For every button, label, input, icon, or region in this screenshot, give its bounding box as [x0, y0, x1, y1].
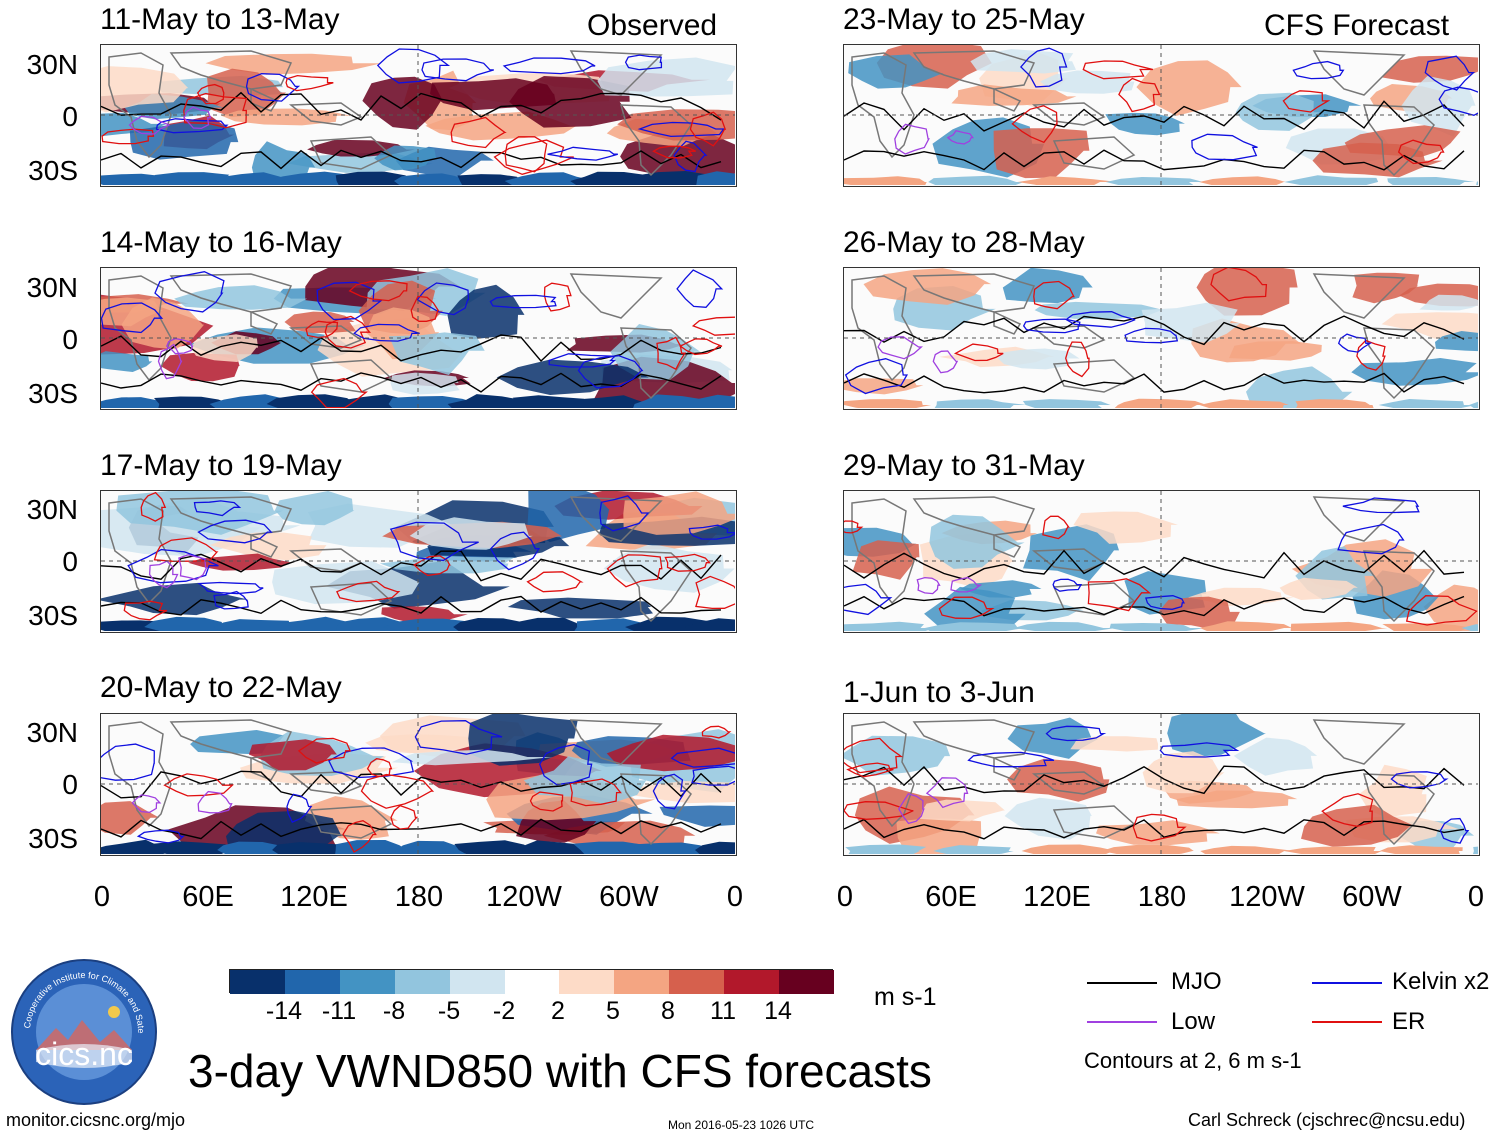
- footer-author: Carl Schreck (cjschrec@ncsu.edu): [1188, 1110, 1466, 1130]
- lat-label: 30N: [26, 717, 78, 748]
- contour-note: Contours at 2, 6 m s-1: [1084, 1048, 1302, 1073]
- lat-label: 30N: [26, 272, 78, 303]
- colorbar-cell: [614, 970, 671, 994]
- legend-swatch-kelvin: [1312, 982, 1382, 984]
- lon-label: 120E: [280, 881, 348, 913]
- lat-label: 30S: [28, 823, 78, 854]
- lon-label: 120E: [1023, 881, 1091, 913]
- legend-label-er: ER: [1392, 1008, 1426, 1035]
- colorbar-tick-label: -8: [382, 997, 406, 1025]
- lon-label: 0: [93, 881, 111, 913]
- map-panel-observed-3: [100, 490, 737, 633]
- panel-title: 26-May to 28-May: [843, 226, 1085, 259]
- lon-label: 0: [836, 881, 854, 913]
- panel-title: 23-May to 25-May: [843, 3, 1085, 36]
- lon-label: 120W: [1229, 881, 1305, 913]
- colorbar-cell: [559, 970, 616, 994]
- lat-label: 30S: [28, 378, 78, 409]
- lat-label: 30S: [28, 155, 78, 186]
- colorbar-cell: [230, 970, 286, 994]
- cfs-forecast-label: CFS Forecast: [1264, 9, 1450, 42]
- colorbar-cell: [339, 970, 396, 994]
- lat-label: 0: [62, 546, 78, 577]
- legend-swatch-mjo: [1087, 982, 1157, 984]
- colorbar-cell: [394, 970, 451, 994]
- colorbar-units: m s-1: [874, 983, 937, 1011]
- map-panel-forecast-1: [843, 44, 1480, 187]
- main-title: 3-day VWND850 with CFS forecasts: [188, 1045, 932, 1097]
- colorbar-cell: [504, 970, 561, 994]
- colorbar-tick-label: 14: [764, 997, 792, 1025]
- colorbar-tick-label: 2: [551, 997, 565, 1025]
- map-panel-observed-1: [100, 44, 737, 187]
- colorbar-tick-label: 11: [710, 997, 736, 1025]
- colorbar-cell: [724, 970, 781, 994]
- lon-label: 180: [394, 881, 444, 913]
- lat-label: 30S: [28, 600, 78, 631]
- lat-label: 0: [62, 324, 78, 355]
- colorbar-cell: [449, 970, 506, 994]
- lon-label: 60W: [1342, 881, 1402, 913]
- observed-label: Observed: [587, 9, 718, 42]
- colorbar-tick-label: -5: [437, 997, 461, 1025]
- lat-label: 0: [62, 101, 78, 132]
- map-panel-forecast-3: [843, 490, 1480, 633]
- colorbar: [229, 969, 834, 994]
- lon-label: 0: [1467, 881, 1485, 913]
- colorbar-tick-label: 5: [606, 997, 620, 1025]
- panel-title: 20-May to 22-May: [100, 671, 342, 704]
- map-panel-forecast-2: [843, 267, 1480, 410]
- footer-timestamp: Mon 2016-05-23 1026 UTC: [668, 1118, 815, 1132]
- lon-label: 60W: [599, 881, 659, 913]
- legend-label-low: Low: [1171, 1008, 1216, 1035]
- lon-label: 180: [1137, 881, 1187, 913]
- lat-label: 30N: [26, 49, 78, 80]
- colorbar-tick-label: 8: [661, 997, 675, 1025]
- cics-logo: Cooperative Institute for Climate and Sa…: [7, 950, 158, 1106]
- legend-label-kelvin: Kelvin x2: [1392, 968, 1490, 995]
- colorbar-ticks: -14 -11 -8 -5 -2 2 5 8 11 14: [229, 997, 833, 1027]
- panel-title: 17-May to 19-May: [100, 449, 342, 482]
- lon-label: 120W: [486, 881, 562, 913]
- colorbar-tick-label: -14: [265, 997, 303, 1025]
- colorbar-cell: [779, 970, 834, 994]
- panel-title: 1-Jun to 3-Jun: [843, 676, 1035, 709]
- panel-title: 14-May to 16-May: [100, 226, 342, 259]
- colorbar-cell: [669, 970, 726, 994]
- footer-url[interactable]: monitor.cicsnc.org/mjo: [6, 1110, 186, 1130]
- lon-label: 60E: [182, 881, 234, 913]
- lat-label: 30N: [26, 494, 78, 525]
- lon-label: 0: [726, 881, 744, 913]
- colorbar-tick-label: -2: [492, 997, 516, 1025]
- logo-text: cics.nc: [35, 1036, 133, 1072]
- legend-swatch-er: [1312, 1021, 1382, 1023]
- map-panel-observed-4: [100, 713, 737, 856]
- lon-label: 60E: [925, 881, 977, 913]
- map-panel-observed-2: [100, 267, 737, 410]
- map-panel-forecast-4: [843, 713, 1480, 856]
- colorbar-cell: [284, 970, 341, 994]
- legend-label-mjo: MJO: [1171, 968, 1222, 995]
- legend-swatch-low: [1087, 1021, 1157, 1023]
- lat-label: 0: [62, 769, 78, 800]
- panel-title: 29-May to 31-May: [843, 449, 1085, 482]
- colorbar-tick-label: -11: [321, 997, 357, 1025]
- panel-title: 11-May to 13-May: [100, 3, 340, 36]
